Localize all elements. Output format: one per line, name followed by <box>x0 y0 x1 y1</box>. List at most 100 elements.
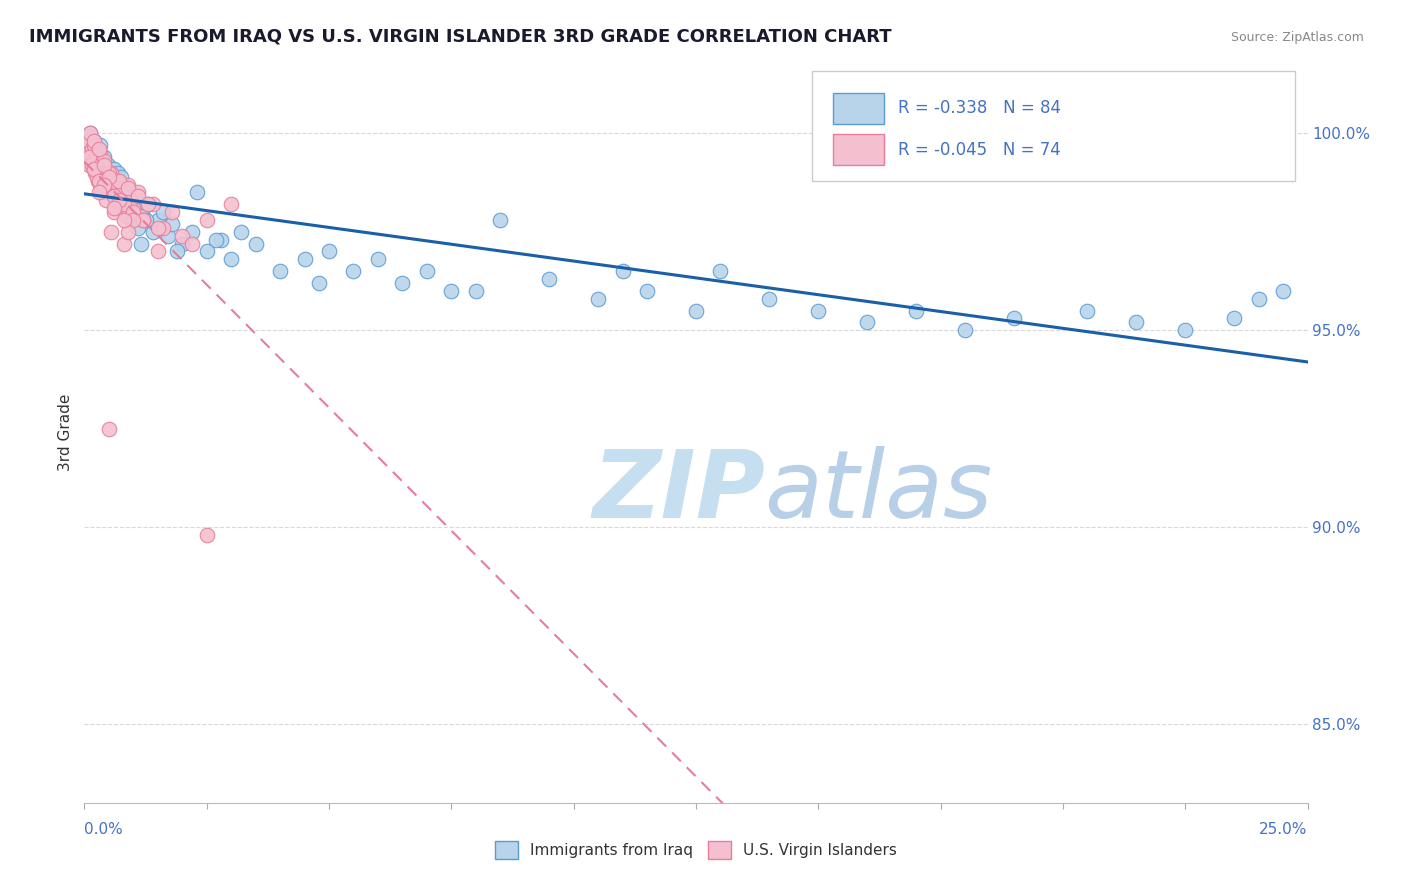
Point <box>152 220 174 235</box>
Point <box>1076 303 1098 318</box>
Text: IMMIGRANTS FROM IRAQ VS U.S. VIRGIN ISLANDER 3RD GRADE CORRELATION CHART: IMMIGRANTS FROM IRAQ VS U.S. VIRGIN ISLA… <box>30 28 891 45</box>
Point <box>115 189 138 203</box>
Text: 25.0%: 25.0% <box>1260 822 1308 838</box>
Point <box>87 161 110 176</box>
Point <box>120 194 142 208</box>
Point <box>122 205 145 219</box>
Point <box>1002 311 1025 326</box>
Point <box>807 303 830 318</box>
Point <box>110 169 132 184</box>
Point <box>79 126 101 140</box>
Point <box>87 153 110 168</box>
Point <box>96 169 118 184</box>
Point <box>758 292 780 306</box>
Point <box>80 158 103 172</box>
Point <box>115 209 138 223</box>
Point <box>122 213 145 227</box>
Point <box>83 161 105 176</box>
Point <box>93 158 115 172</box>
Point <box>318 244 340 259</box>
Point <box>112 197 135 211</box>
Point <box>84 158 107 172</box>
Point <box>87 173 110 187</box>
Point <box>905 303 928 318</box>
Point <box>87 186 110 200</box>
Point <box>112 236 135 251</box>
Point <box>105 173 128 187</box>
Point <box>77 158 100 172</box>
Point <box>132 213 155 227</box>
Text: R = -0.338   N = 84: R = -0.338 N = 84 <box>898 99 1060 118</box>
Point <box>105 178 128 192</box>
Point <box>115 197 138 211</box>
Point <box>172 228 194 243</box>
Point <box>538 272 561 286</box>
Point <box>181 236 204 251</box>
Point <box>97 186 120 200</box>
Point <box>162 205 184 219</box>
Point <box>195 528 218 542</box>
Point <box>100 173 122 187</box>
Point <box>103 205 125 219</box>
Point <box>112 205 135 219</box>
Point <box>83 138 105 153</box>
Point <box>87 173 110 187</box>
Point <box>93 181 115 195</box>
Point <box>96 166 118 180</box>
Point <box>86 169 108 184</box>
Point <box>83 134 105 148</box>
Point <box>93 150 115 164</box>
Text: atlas: atlas <box>765 446 993 537</box>
Point <box>107 197 129 211</box>
Point <box>76 134 98 148</box>
Point <box>97 169 120 184</box>
Point <box>367 252 389 267</box>
Point <box>107 194 129 208</box>
Point <box>89 146 111 161</box>
Point <box>107 173 129 187</box>
Point <box>122 201 145 215</box>
Point <box>77 138 100 153</box>
Point <box>110 186 132 200</box>
Point <box>107 166 129 180</box>
Point <box>166 244 188 259</box>
Point <box>612 264 634 278</box>
Point <box>76 146 98 161</box>
Point <box>308 276 330 290</box>
Point <box>97 158 120 172</box>
Point <box>953 323 976 337</box>
Point <box>94 186 117 200</box>
Point <box>342 264 364 278</box>
Point <box>1223 311 1246 326</box>
Point <box>489 213 512 227</box>
Point <box>79 126 101 140</box>
Point <box>96 194 118 208</box>
Point <box>117 181 139 195</box>
Point <box>112 213 135 227</box>
Point <box>97 166 120 180</box>
Point <box>94 178 117 192</box>
Point <box>82 150 104 164</box>
Point <box>219 252 242 267</box>
Point <box>464 284 486 298</box>
Point <box>80 142 103 156</box>
Point <box>87 142 110 156</box>
Point <box>186 186 208 200</box>
Point <box>89 138 111 153</box>
Point <box>83 134 105 148</box>
Point <box>103 189 125 203</box>
Point <box>709 264 731 278</box>
Point <box>135 213 157 227</box>
Point <box>125 201 148 215</box>
Point <box>120 194 142 208</box>
Point <box>269 264 291 278</box>
Point <box>127 220 149 235</box>
Point <box>110 181 132 195</box>
Point <box>98 166 121 180</box>
Text: 0.0%: 0.0% <box>84 822 124 838</box>
Point <box>82 153 104 168</box>
Point <box>1247 292 1270 306</box>
Point <box>132 213 155 227</box>
Point <box>127 186 149 200</box>
Point <box>152 205 174 219</box>
